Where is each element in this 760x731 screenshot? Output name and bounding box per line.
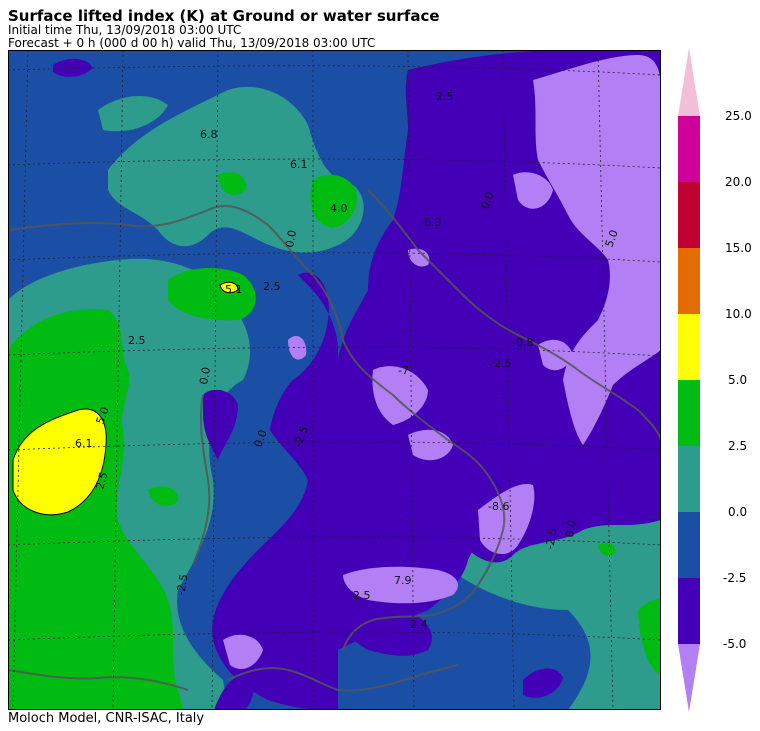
contour-label: 5.1 (225, 283, 243, 296)
contour-label: 0.0 (563, 519, 579, 538)
colorbar-segment (678, 380, 700, 446)
contour-labels: 6.1 5.0 2.5 2.5 5.1 4.0 6.8 6.1 0.0 2.5 … (75, 90, 621, 631)
graticule (8, 50, 661, 710)
contour-label: 6.1 (75, 437, 93, 450)
contour-label: 2.5 (93, 471, 110, 491)
colorbar-segment (678, 512, 700, 578)
field-2.5-5 (8, 172, 661, 710)
contour-label: 0.0 (252, 428, 270, 449)
contour-label: 6.8 (200, 128, 218, 141)
colorbar-tick: 0.0 (728, 505, 747, 519)
coastlines (8, 189, 661, 692)
contour-label: 2.5 (353, 589, 371, 602)
model-credit: Moloch Model, CNR-ISAC, Italy (8, 711, 205, 726)
contour-label: 2.5 (436, 90, 454, 103)
contour-label: 2.5 (128, 334, 146, 347)
lifted-index-map: 6.1 5.0 2.5 2.5 5.1 4.0 6.8 6.1 0.0 2.5 … (8, 50, 661, 710)
contour-label: -6.3 (420, 216, 441, 229)
contour-label: -7 (398, 364, 409, 377)
contour-label: 2.4 (410, 618, 428, 631)
colorbar-segment (678, 314, 700, 380)
colorbar-segment (678, 182, 700, 248)
initial-time: Initial time Thu, 13/09/2018 03:00 UTC (8, 23, 242, 37)
contour-label: -8.6 (488, 500, 509, 513)
map-frame (8, 50, 661, 710)
contour-label: -2.5 (543, 527, 560, 550)
contour-label: -2.5 (174, 573, 191, 596)
colorbar: 25.0 20.0 15.0 10.0 5.0 2.5 0.0 -2.5 -5.… (678, 48, 752, 712)
forecast-valid-time: Forecast + 0 h (000 d 00 h) valid Thu, 1… (8, 36, 376, 50)
colorbar-tick: 10.0 (725, 307, 752, 321)
colorbar-tick: -5.0 (723, 637, 746, 651)
colorbar-segment (678, 446, 700, 512)
colorbar-under-triangle (678, 644, 700, 712)
contour-label: 6.1 (290, 158, 308, 171)
colorbar-segment (678, 578, 700, 644)
colorbar-tick: 20.0 (725, 175, 752, 189)
contour-label: 0.0 (479, 190, 497, 211)
contour-label: 4.0 (330, 202, 348, 215)
contour-label: -2.5 (490, 357, 511, 370)
contour-label: 5.0 (94, 405, 112, 426)
field-5-10 (12, 281, 239, 516)
colorbar-tick: 25.0 (725, 109, 752, 123)
contour-label: 0.0 (197, 366, 213, 385)
field-below-m5 (223, 55, 661, 670)
map-title: Surface lifted index (K) at Ground or wa… (8, 7, 440, 25)
colorbar-tick: 5.0 (728, 373, 747, 387)
colorbar-tick: -2.5 (723, 571, 746, 585)
colorbar-segment (678, 248, 700, 314)
contour-label: 5.0 (603, 228, 621, 249)
contour-label: -0.8 (512, 336, 533, 349)
contour-label: 7.9 (394, 574, 412, 587)
colorbar-segment (678, 116, 700, 182)
colorbar-over-triangle (678, 48, 700, 116)
colorbar-tick: 2.5 (728, 439, 747, 453)
contour-label: 2.5 (263, 280, 281, 293)
colorbar-tick: 15.0 (725, 241, 752, 255)
contour-label: 0.0 (283, 229, 299, 248)
